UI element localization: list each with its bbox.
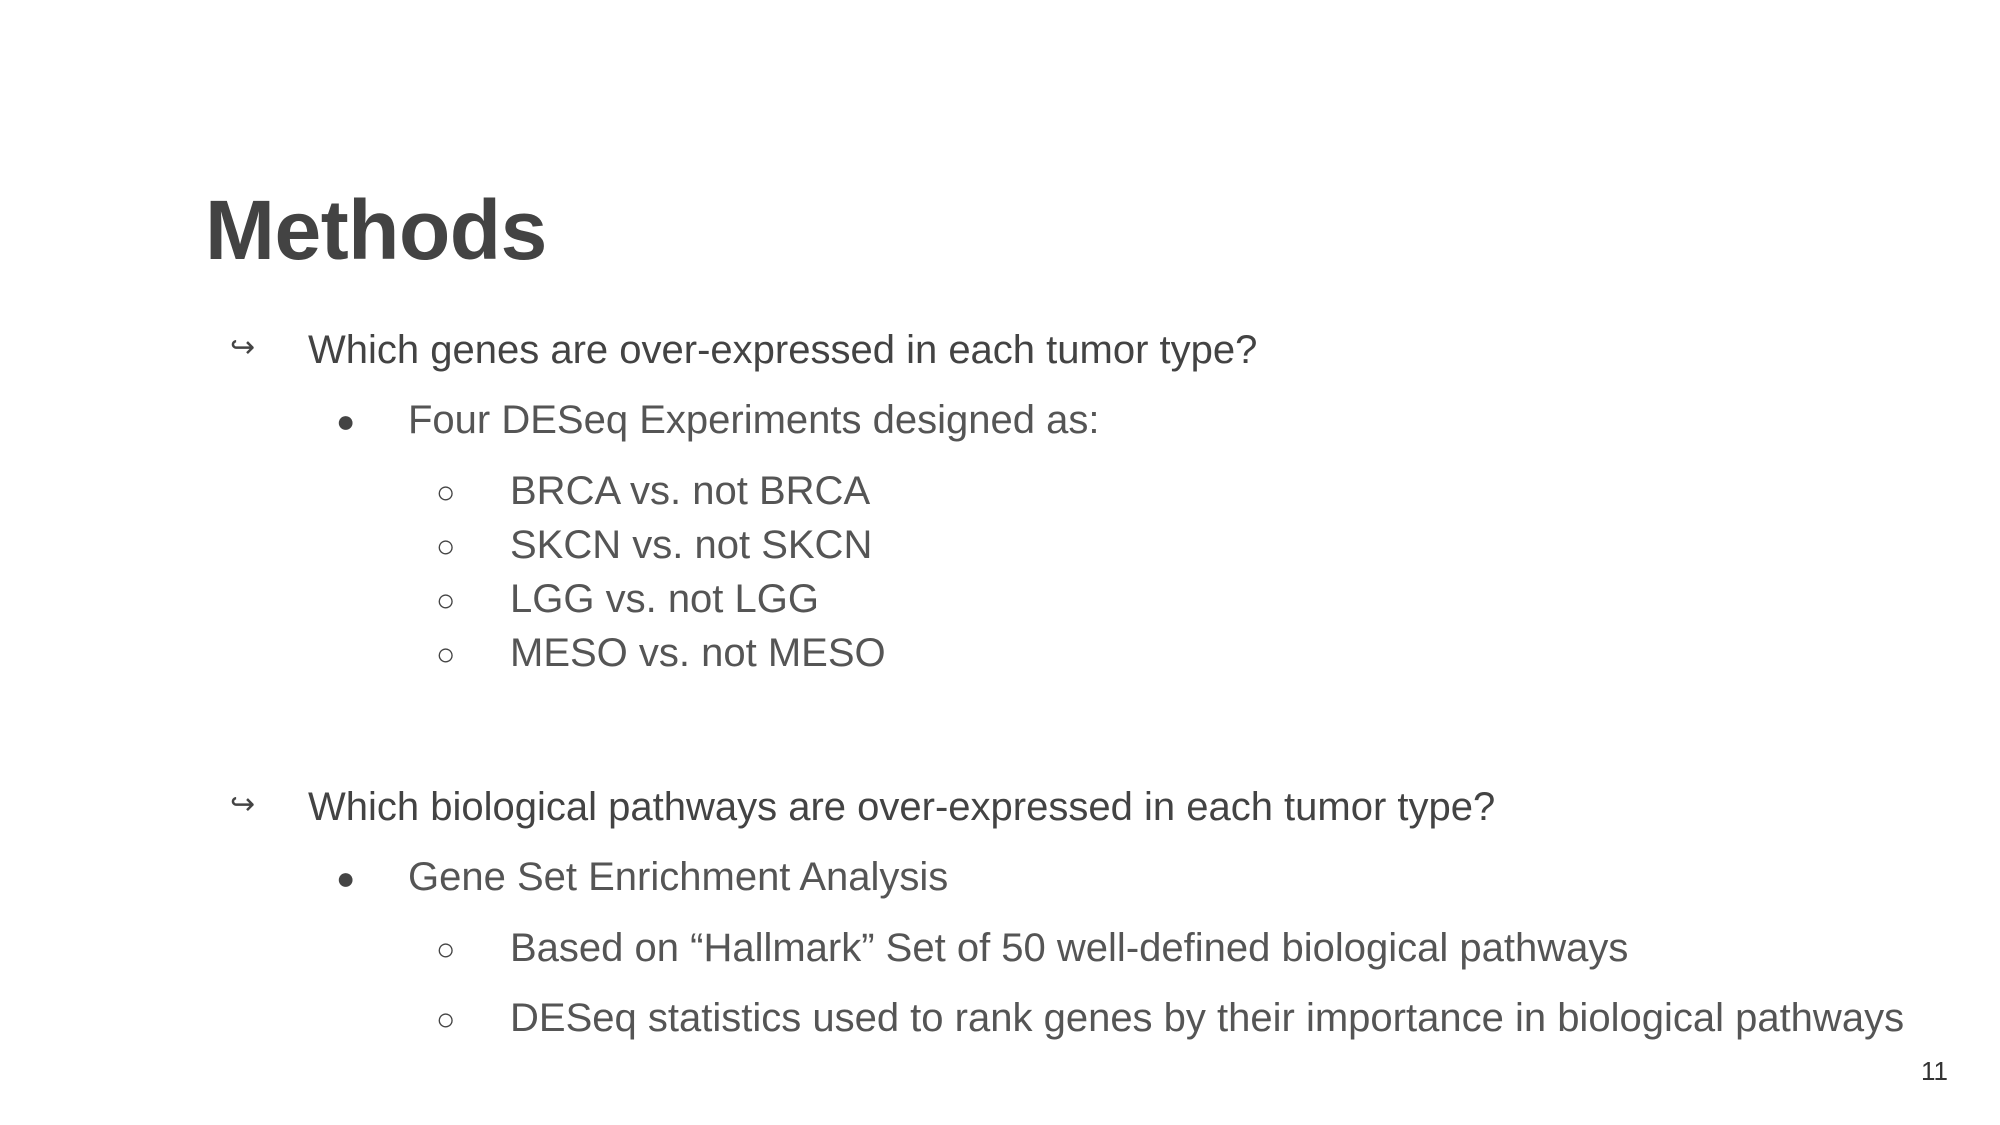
hollow-bullet-icon: ○ [436,636,456,672]
section-2-subitem-text: DESeq statistics used to rank genes by t… [510,996,1905,1040]
section-1-subitem-text: LGG vs. not LGG [510,577,820,621]
arrow-icon: ↪ [230,788,256,821]
section-2-question-text: Which biological pathways are over-expre… [308,785,1496,829]
hollow-bullet-icon: ○ [436,931,456,967]
section-1-subitem-text: MESO vs. not MESO [510,631,886,675]
slide-title: Methods [205,183,547,277]
section-1-question-text: Which genes are over-expressed in each t… [308,328,1258,372]
page-number: 11 [1921,1056,1948,1086]
hollow-bullet-icon: ○ [436,528,456,564]
filled-bullet-icon: ● [336,403,356,439]
hollow-bullet-icon: ○ [436,474,456,510]
hollow-bullet-icon: ○ [436,582,456,618]
section-1-bullet-text: Four DESeq Experiments designed as: [408,398,1100,442]
section-1-subitem-text: BRCA vs. not BRCA [510,469,871,513]
hollow-bullet-icon: ○ [436,1001,456,1037]
arrow-icon: ↪ [230,331,256,364]
filled-bullet-icon: ● [336,860,356,896]
section-2-subitem-text: Based on “Hallmark” Set of 50 well-defin… [510,926,1629,970]
section-2-bullet-text: Gene Set Enrichment Analysis [408,855,949,899]
section-1-subitem-text: SKCN vs. not SKCN [510,523,873,567]
